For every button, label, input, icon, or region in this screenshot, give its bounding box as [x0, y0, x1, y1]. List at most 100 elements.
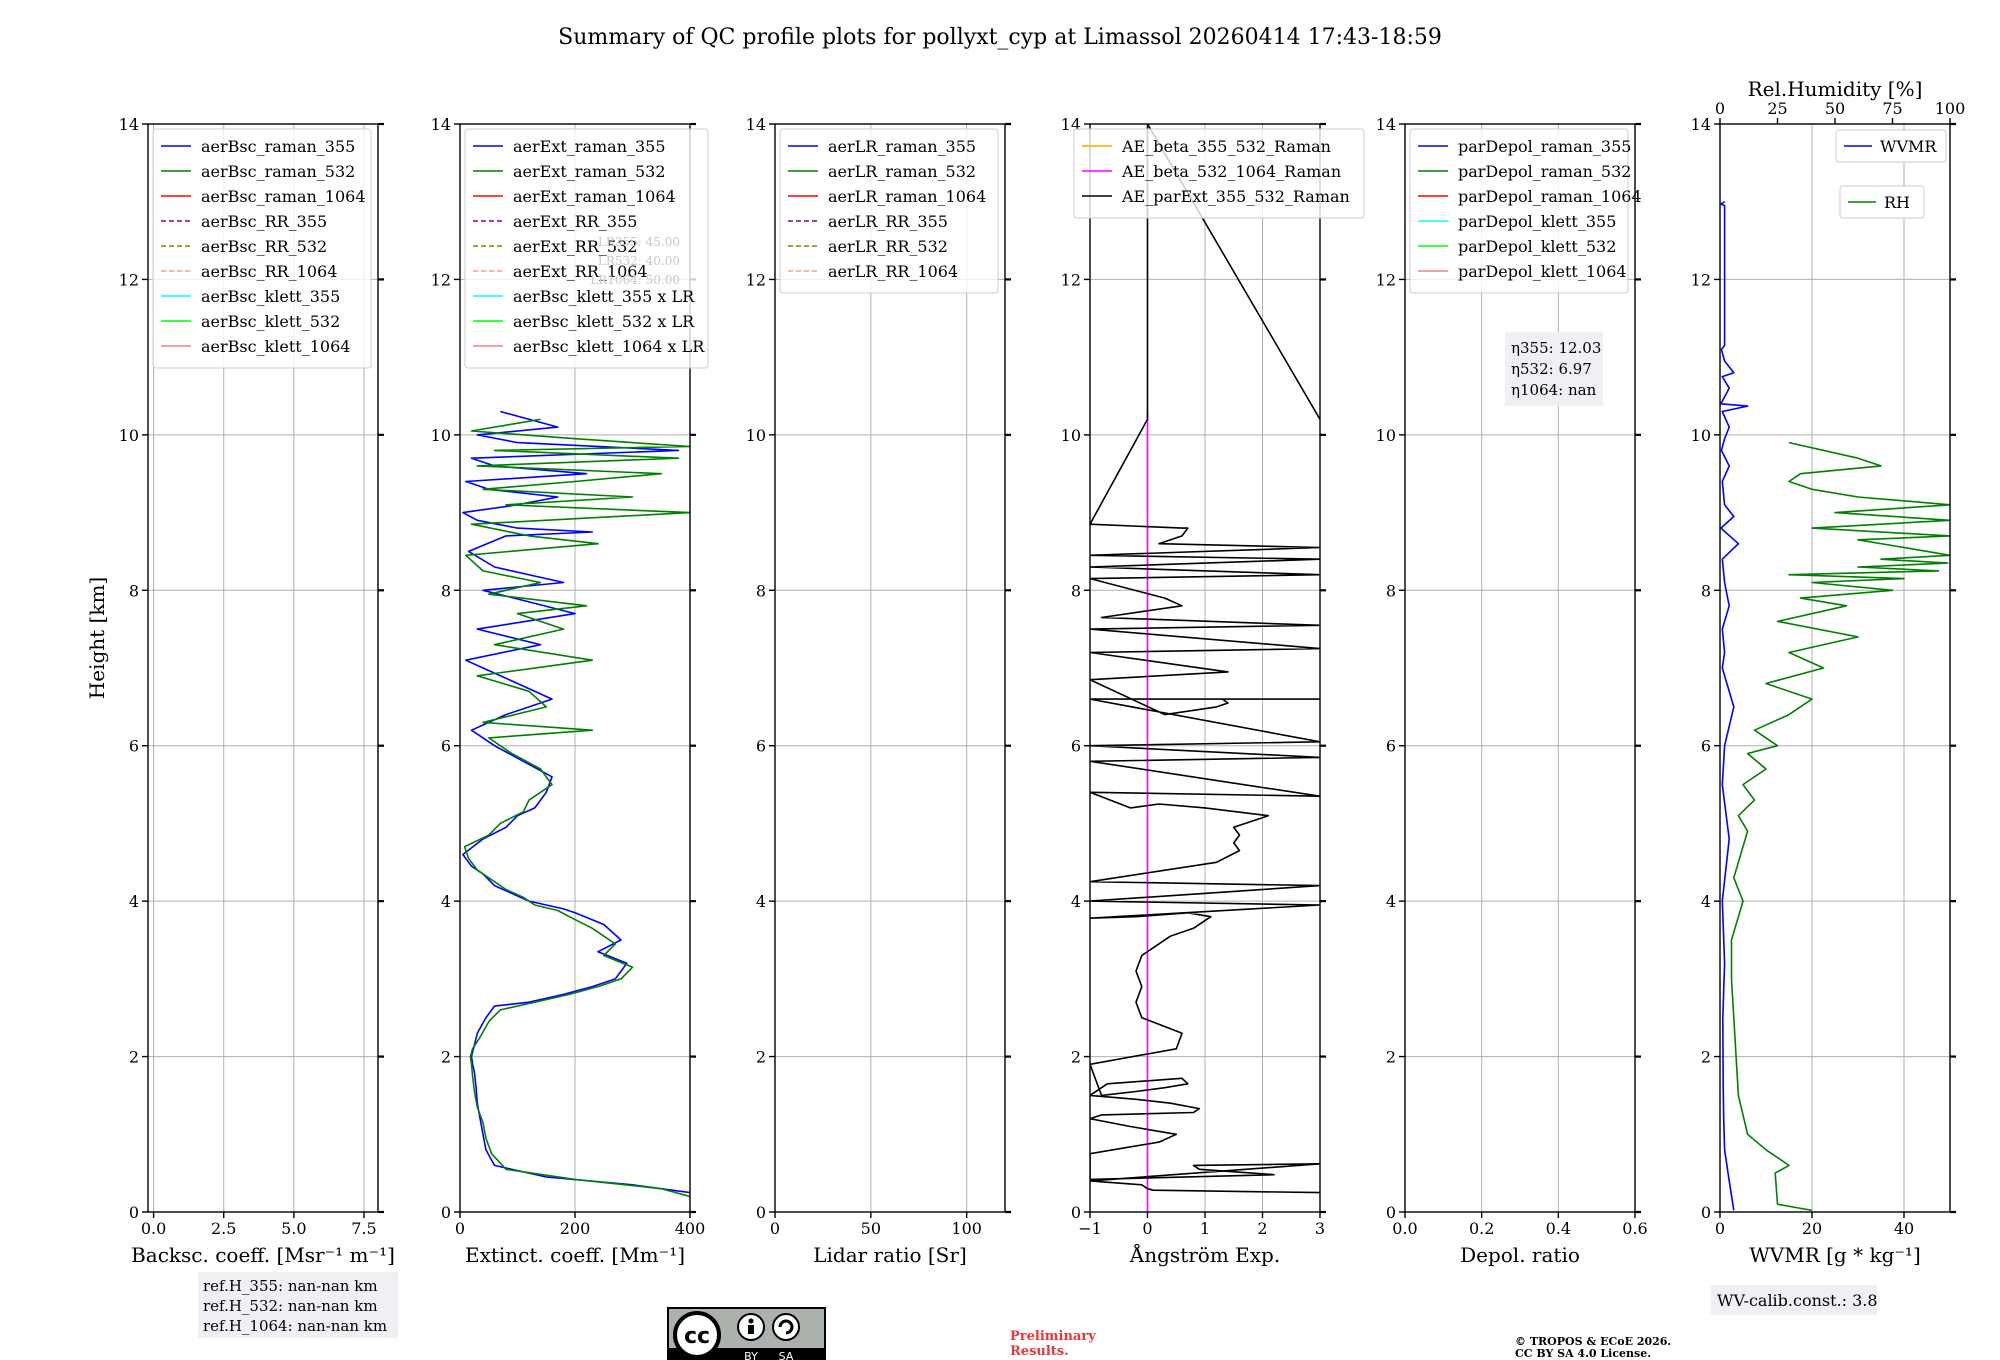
top-x-tick-label: 100 — [1935, 99, 1966, 118]
eta-annotation-box — [1505, 332, 1603, 406]
x-tick-label: 5.0 — [281, 1219, 306, 1238]
y-tick-label: 2 — [1071, 1048, 1081, 1067]
y-tick-label: 6 — [129, 737, 139, 756]
y-tick-label: 0 — [1386, 1203, 1396, 1222]
cc-badge-sa: SA — [779, 1350, 794, 1360]
y-tick-label: 12 — [431, 270, 451, 289]
legend-label: parDepol_raman_532 — [1458, 162, 1631, 181]
by-icon-head — [748, 1318, 754, 1324]
top-x-tick-label: 25 — [1767, 99, 1787, 118]
y-tick-label: 10 — [119, 426, 139, 445]
legend-label: parDepol_raman_355 — [1458, 137, 1631, 156]
top-x-axis-label: Rel.Humidity [%] — [1748, 77, 1923, 101]
legend-box — [779, 128, 999, 294]
sa-sharealike-icon — [772, 1313, 800, 1341]
cc-badge-by: BY — [744, 1350, 758, 1360]
by-icon-body — [748, 1325, 754, 1334]
x-tick-label: 0 — [455, 1219, 465, 1238]
x-tick-label: 0 — [1715, 1219, 1725, 1238]
wv-calib-box: WV-calib.const.: 3.8 — [1711, 1285, 1878, 1315]
legend-label: aerBsc_RR_355 — [201, 212, 327, 231]
series-AE_parExt_355_532_Raman — [1090, 124, 1320, 1194]
x-tick-label: 40 — [1894, 1219, 1914, 1238]
legend-box — [152, 128, 372, 369]
x-tick-label: 7.5 — [351, 1219, 376, 1238]
axes-frame — [1719, 123, 1951, 1213]
cc-license-badge: cc BY SA — [667, 1307, 826, 1360]
x-tick-label: 0 — [1142, 1219, 1152, 1238]
y-tick-label: 0 — [1701, 1203, 1711, 1222]
y-tick-label: 0 — [756, 1203, 766, 1222]
legend-label: aerLR_RR_355 — [828, 212, 948, 231]
x-tick-label: 0.6 — [1622, 1219, 1647, 1238]
axes-frame — [774, 123, 1006, 1213]
legend-label: aerExt_RR_532 — [513, 237, 637, 256]
panel-depolarization: 0 2 4 6 8 10 12 14 0.0 0.2 0.4 0.6 Depol. ratio parDe… — [1376, 115, 1648, 1267]
panel-lidar_ratio: 0 2 4 6 8 10 12 14 0 50 100 Lidar ratio [Sr] aerLR_r… — [746, 115, 1011, 1267]
panel-extinction: 0 2 4 6 8 10 12 14 0 200 400 Extinct. coeff. [Mm⁻¹]… — [431, 115, 709, 1267]
x-tick-label: −1 — [1078, 1219, 1102, 1238]
legend-label: parDepol_klett_532 — [1458, 237, 1616, 256]
legend-label: aerBsc_klett_1064 x LR — [513, 337, 705, 356]
legend-label: aerLR_raman_532 — [828, 162, 976, 181]
axes-frame — [1404, 123, 1636, 1213]
x-axis-label: WVMR [g * kg⁻¹] — [1749, 1243, 1921, 1267]
y-tick-label: 0 — [129, 1203, 139, 1222]
y-tick-label: 10 — [1061, 426, 1081, 445]
lidar-ratio-annotation: LR355: 45.00 — [598, 235, 680, 249]
y-tick-label: 12 — [746, 270, 766, 289]
legend-label: aerBsc_RR_1064 — [201, 262, 337, 281]
x-axis-label: Backsc. coeff. [Msr⁻¹ m⁻¹] — [131, 1243, 395, 1267]
legend-label: aerBsc_raman_532 — [201, 162, 355, 181]
x-axis-label: Ångström Exp. — [1129, 1242, 1280, 1267]
legend-label: aerBsc_raman_355 — [201, 137, 355, 156]
figure-title: Summary of QC profile plots for pollyxt_… — [558, 25, 1442, 50]
y-tick-label: 6 — [756, 737, 766, 756]
y-tick-label: 12 — [1061, 270, 1081, 289]
ref-heights-background — [198, 1272, 398, 1338]
legend-label: aerLR_RR_532 — [828, 237, 948, 256]
legend-label: aerBsc_klett_355 — [201, 287, 340, 306]
y-tick-label: 6 — [1071, 737, 1081, 756]
y-tick-label: 8 — [129, 581, 139, 600]
y-tick-label: 6 — [441, 737, 451, 756]
y-tick-label: 14 — [119, 115, 139, 134]
y-tick-label: 0 — [1071, 1203, 1081, 1222]
y-tick-label: 6 — [1386, 737, 1396, 756]
sa-icon-arrow — [778, 1319, 794, 1335]
y-tick-label: 2 — [129, 1048, 139, 1067]
y-tick-label: 14 — [431, 115, 451, 134]
legend-label: AE_parExt_355_532_Raman — [1121, 187, 1350, 206]
wv-calib-text: WV-calib.const.: 3.8 — [1717, 1291, 1878, 1310]
top-x-tick-label: 50 — [1825, 99, 1845, 118]
y-tick-label: 4 — [129, 892, 139, 911]
legend-label: aerExt_RR_355 — [513, 212, 637, 231]
y-tick-label: 2 — [1701, 1048, 1711, 1067]
legend-label: aerExt_raman_1064 — [513, 187, 676, 206]
y-tick-label: 2 — [441, 1048, 451, 1067]
lidar-ratio-annotation: LR1064: 50.00 — [590, 273, 680, 287]
legend-label: aerLR_raman_1064 — [828, 187, 986, 206]
wv-calib-background — [1711, 1285, 1877, 1315]
legend-label: aerBsc_klett_1064 — [201, 337, 350, 356]
y-axis-label: Height [km] — [85, 577, 109, 699]
y-tick-label: 8 — [1701, 581, 1711, 600]
y-tick-label: 12 — [119, 270, 139, 289]
y-tick-label: 10 — [431, 426, 451, 445]
y-tick-label: 4 — [1071, 892, 1081, 911]
eta-annotation: η355: 12.03 — [1511, 339, 1601, 357]
copyright-line-1: © TROPOS & ECoE 2026. — [1515, 1335, 1671, 1348]
y-tick-label: 6 — [1701, 737, 1711, 756]
x-tick-label: 1 — [1200, 1219, 1210, 1238]
y-tick-label: 8 — [1071, 581, 1081, 600]
y-tick-label: 10 — [1376, 426, 1396, 445]
y-tick-label: 2 — [756, 1048, 766, 1067]
legend-label: parDepol_klett_355 — [1458, 212, 1616, 231]
legend-box — [1409, 128, 1629, 294]
legend-label: RH — [1884, 193, 1910, 212]
legend-box — [1073, 128, 1365, 219]
preliminary-line-2: Results. — [1010, 1344, 1069, 1359]
top-x-tick-label: 0 — [1715, 99, 1725, 118]
